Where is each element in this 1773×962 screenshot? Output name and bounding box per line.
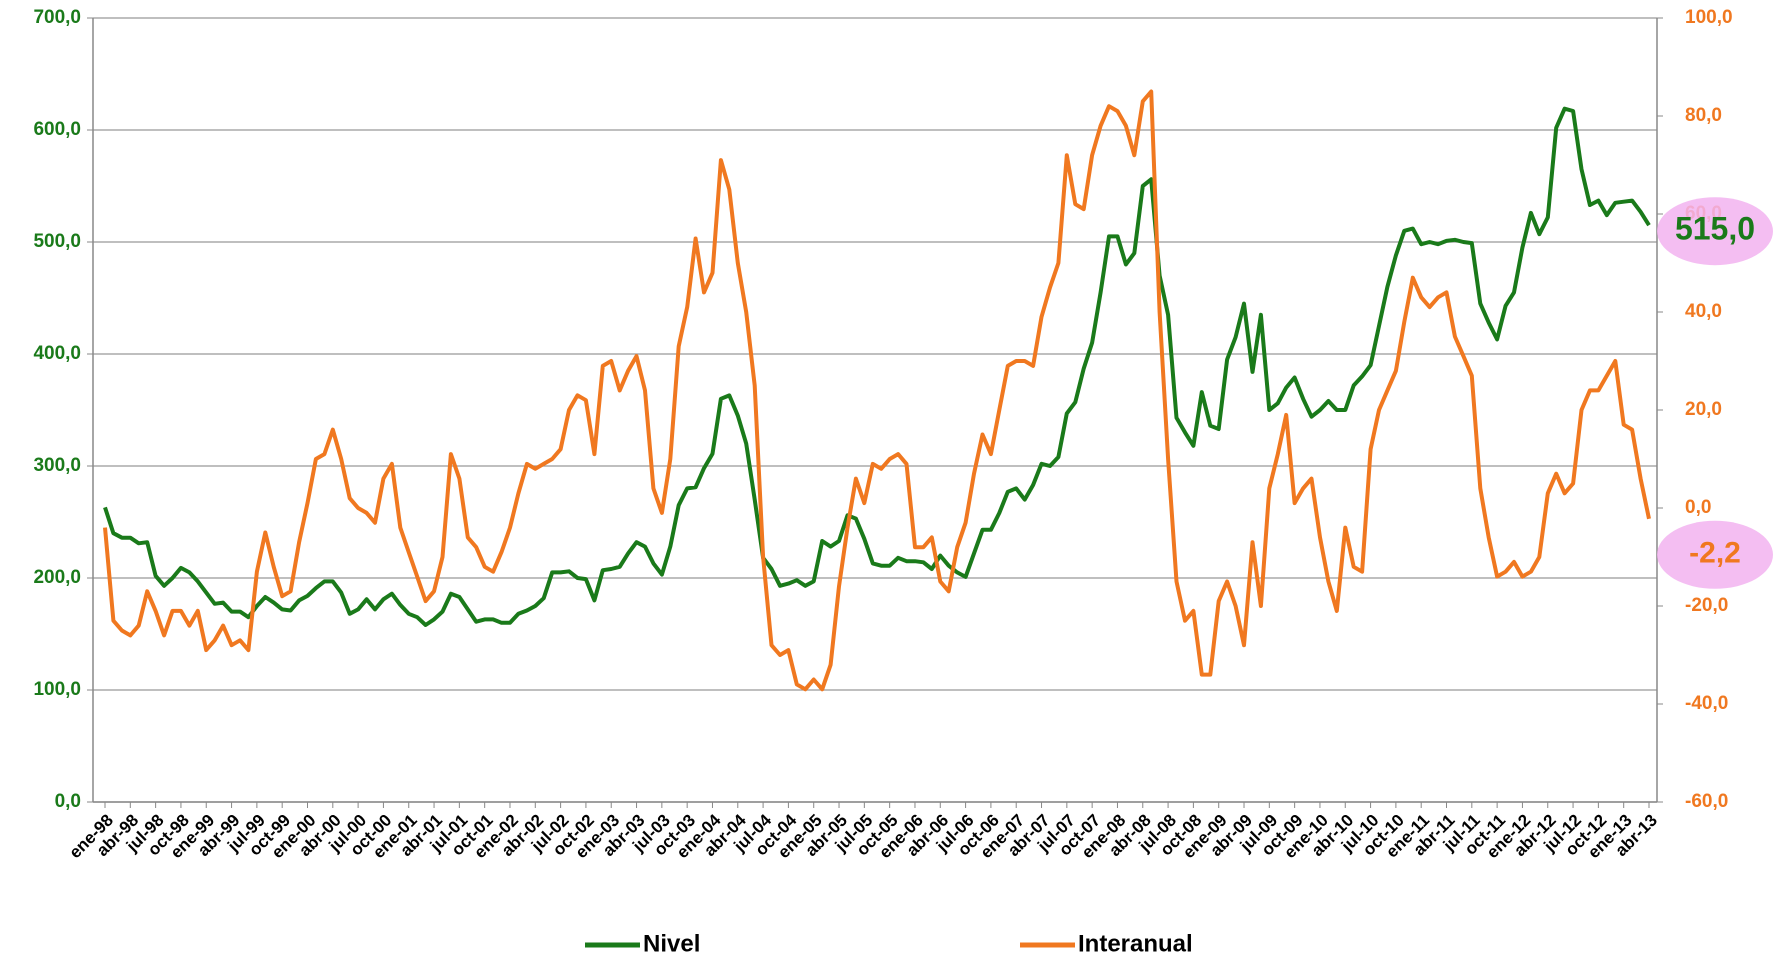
series-line [103, 106, 1651, 627]
y2-tick-label: 40,0 [1685, 301, 1722, 322]
y2-tick-label: 0,0 [1685, 497, 1711, 518]
y2-tick-label: 100,0 [1685, 7, 1733, 28]
annotation: 515,0 [1675, 211, 1755, 247]
y-tick-label: 300,0 [33, 455, 81, 476]
annotation-highlight [1657, 520, 1773, 589]
y2-tick-label: -20,0 [1685, 595, 1728, 616]
y2-tick-label: -60,0 [1685, 791, 1728, 812]
y2-tick-label: -40,0 [1685, 693, 1728, 714]
y-tick-label: 700,0 [33, 7, 81, 28]
y2-tick-label: 80,0 [1685, 105, 1722, 126]
y-tick-label: 0,0 [55, 791, 81, 812]
y-tick-label: 100,0 [33, 679, 81, 700]
y-tick-label: 400,0 [33, 343, 81, 364]
legend-label: Interanual [1078, 930, 1193, 957]
annotation: -2,2 [1689, 537, 1741, 570]
series-line [103, 89, 1651, 692]
y-tick-label: 600,0 [33, 119, 81, 140]
y2-tick-label: 20,0 [1685, 399, 1722, 420]
y-tick-label: 500,0 [33, 231, 81, 252]
y-tick-label: 200,0 [33, 567, 81, 588]
legend-label: Nivel [643, 930, 700, 957]
grid [93, 17, 1657, 803]
annotation-highlight [1657, 197, 1773, 266]
